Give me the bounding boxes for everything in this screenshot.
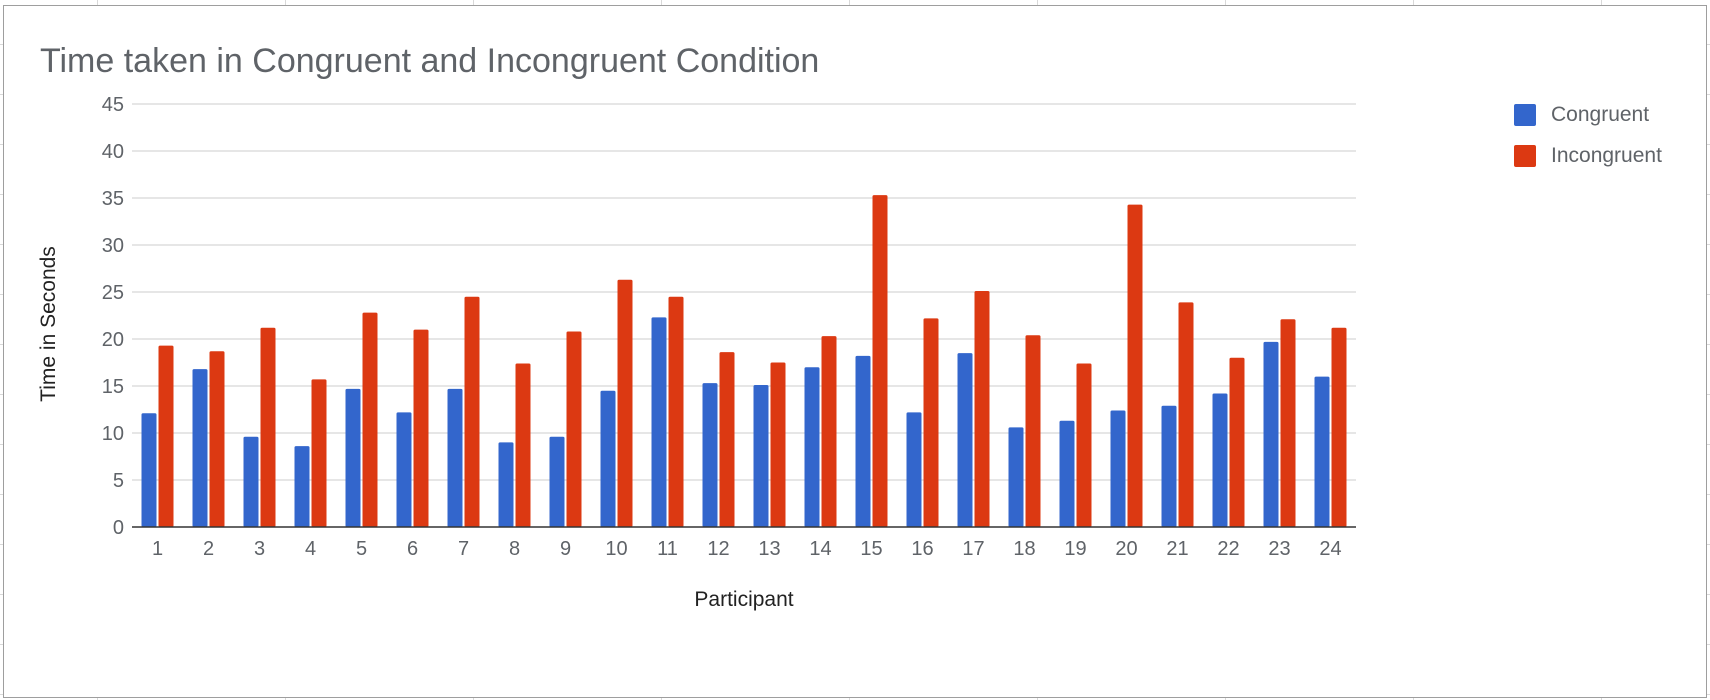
x-tick-label: 10	[605, 538, 627, 560]
bar-incongruent-12[interactable]	[719, 352, 735, 527]
x-tick-label: 18	[1013, 538, 1035, 560]
bar-congruent-6[interactable]	[396, 412, 412, 527]
bar-incongruent-13[interactable]	[770, 362, 786, 528]
bar-congruent-10[interactable]	[600, 390, 616, 527]
legend-swatch-incongruent	[1514, 145, 1536, 167]
bar-congruent-8[interactable]	[498, 442, 514, 527]
x-tick-label: 1	[152, 538, 163, 560]
bar-congruent-11[interactable]	[651, 317, 667, 527]
y-tick-label: 45	[102, 94, 124, 116]
bar-congruent-3[interactable]	[243, 436, 259, 527]
bar-congruent-19[interactable]	[1059, 420, 1075, 527]
x-tick-label: 5	[356, 538, 367, 560]
bar-incongruent-4[interactable]	[311, 379, 327, 527]
bar-incongruent-16[interactable]	[923, 318, 939, 527]
bar-congruent-24[interactable]	[1314, 376, 1330, 527]
bar-congruent-22[interactable]	[1212, 393, 1228, 527]
bar-incongruent-11[interactable]	[668, 296, 684, 527]
bar-incongruent-2[interactable]	[209, 351, 225, 527]
x-tick-label: 21	[1166, 538, 1188, 560]
bar-congruent-2[interactable]	[192, 369, 208, 527]
bar-incongruent-14[interactable]	[821, 336, 837, 527]
y-tick-label: 5	[113, 470, 124, 492]
bar-incongruent-7[interactable]	[464, 296, 480, 527]
x-tick-label: 17	[962, 538, 984, 560]
x-tick-label: 15	[860, 538, 882, 560]
x-tick-label: 23	[1268, 538, 1290, 560]
x-tick-label: 3	[254, 538, 265, 560]
y-tick-label: 20	[102, 329, 124, 351]
bar-incongruent-8[interactable]	[515, 363, 531, 527]
y-tick-label: 35	[102, 188, 124, 210]
bar-congruent-1[interactable]	[141, 413, 157, 527]
y-tick-label: 30	[102, 235, 124, 257]
legend-item-congruent[interactable]: Congruent	[1514, 103, 1662, 127]
bar-congruent-16[interactable]	[906, 412, 922, 527]
x-tick-label: 8	[509, 538, 520, 560]
x-tick-label: 6	[407, 538, 418, 560]
bar-incongruent-20[interactable]	[1127, 204, 1143, 527]
bar-congruent-20[interactable]	[1110, 410, 1126, 527]
bar-congruent-13[interactable]	[753, 385, 769, 527]
bar-incongruent-5[interactable]	[362, 312, 378, 527]
x-tick-label: 4	[305, 538, 316, 560]
bar-congruent-14[interactable]	[804, 367, 820, 527]
bar-congruent-4[interactable]	[294, 446, 310, 527]
x-tick-label: 20	[1115, 538, 1137, 560]
y-tick-label: 10	[102, 423, 124, 445]
bar-congruent-23[interactable]	[1263, 341, 1279, 527]
y-tick-label: 15	[102, 376, 124, 398]
x-tick-label: 12	[707, 538, 729, 560]
bar-incongruent-6[interactable]	[413, 329, 429, 527]
chart-legend: Congruent Incongruent	[1514, 103, 1662, 185]
x-tick-label: 16	[911, 538, 933, 560]
bar-incongruent-9[interactable]	[566, 331, 582, 527]
bar-incongruent-10[interactable]	[617, 279, 633, 527]
legend-swatch-congruent	[1514, 104, 1536, 126]
x-tick-label: 7	[458, 538, 469, 560]
legend-item-incongruent[interactable]: Incongruent	[1514, 144, 1662, 168]
bar-incongruent-17[interactable]	[974, 291, 990, 527]
x-tick-label: 14	[809, 538, 831, 560]
bar-congruent-15[interactable]	[855, 355, 871, 527]
x-tick-label: 11	[657, 538, 678, 560]
bar-congruent-18[interactable]	[1008, 427, 1024, 527]
x-tick-label: 19	[1064, 538, 1086, 560]
bar-incongruent-24[interactable]	[1331, 327, 1347, 527]
bar-congruent-7[interactable]	[447, 388, 463, 527]
bar-congruent-5[interactable]	[345, 388, 361, 527]
legend-label-incongruent: Incongruent	[1551, 144, 1662, 167]
chart-container[interactable]: Time taken in Congruent and Incongruent …	[3, 5, 1707, 698]
x-axis-title: Participant	[694, 588, 793, 611]
bar-congruent-21[interactable]	[1161, 405, 1177, 527]
bar-incongruent-1[interactable]	[158, 345, 174, 527]
bar-congruent-9[interactable]	[549, 436, 565, 527]
y-tick-label: 0	[113, 517, 124, 539]
bar-incongruent-22[interactable]	[1229, 357, 1245, 527]
y-axis-title: Time in Seconds	[37, 246, 60, 402]
bar-incongruent-15[interactable]	[872, 195, 888, 527]
bar-congruent-12[interactable]	[702, 383, 718, 527]
x-tick-label: 22	[1217, 538, 1239, 560]
bar-congruent-17[interactable]	[957, 353, 973, 527]
legend-label-congruent: Congruent	[1551, 103, 1650, 126]
chart-title: Time taken in Congruent and Incongruent …	[40, 42, 820, 80]
x-tick-label: 24	[1319, 538, 1341, 560]
bar-incongruent-18[interactable]	[1025, 335, 1041, 527]
y-tick-label: 25	[102, 282, 124, 304]
bar-incongruent-21[interactable]	[1178, 302, 1194, 527]
y-tick-label: 40	[102, 141, 124, 163]
x-tick-label: 13	[758, 538, 780, 560]
bar-incongruent-23[interactable]	[1280, 319, 1296, 527]
bar-incongruent-19[interactable]	[1076, 363, 1092, 527]
x-tick-label: 9	[560, 538, 571, 560]
x-tick-label: 2	[203, 538, 214, 560]
bar-incongruent-3[interactable]	[260, 327, 276, 527]
